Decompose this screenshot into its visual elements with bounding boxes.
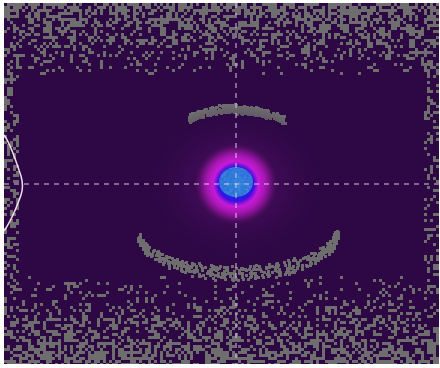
- profile-curve: [4, 134, 24, 232]
- beam-image: [4, 3, 439, 364]
- noise-pixels: [4, 3, 439, 364]
- beam-image-viewport[interactable]: [4, 3, 439, 364]
- crosshair: [4, 3, 439, 364]
